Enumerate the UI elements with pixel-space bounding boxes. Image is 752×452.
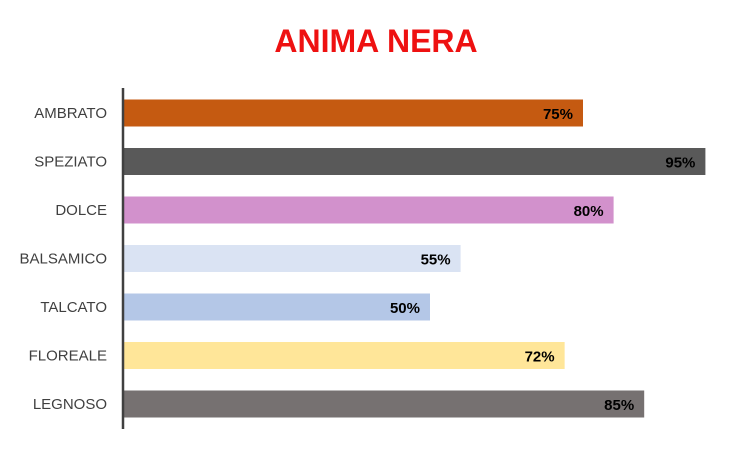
category-label: FLOREALE <box>29 348 107 365</box>
bar-dolce <box>124 196 614 224</box>
category-label: DOLCE <box>55 202 107 219</box>
data-label: 50% <box>390 300 420 317</box>
bar-legnoso <box>124 390 645 418</box>
category-label: TALCATO <box>40 299 107 316</box>
data-label: 85% <box>604 397 634 414</box>
bar-floreale <box>124 342 565 369</box>
bar-speziato <box>124 148 706 175</box>
bars-group: AMBRATO 75% SPEZIATO 95% DOLCE 80% BALSAMICO 55… <box>19 99 706 418</box>
chart-title: ANIMA NERA <box>274 23 477 59</box>
data-label: 75% <box>543 106 573 123</box>
data-label: 80% <box>574 203 604 220</box>
category-label: LEGNOSO <box>33 396 107 413</box>
category-label: AMBRATO <box>34 105 107 122</box>
data-label: 95% <box>665 155 695 172</box>
data-label: 55% <box>421 252 451 269</box>
bar-balsamico <box>124 245 461 272</box>
category-label: SPEZIATO <box>34 154 107 171</box>
category-label: BALSAMICO <box>19 251 107 268</box>
bar-ambrato <box>124 99 583 127</box>
data-label: 72% <box>525 349 555 366</box>
bar-talcato <box>124 293 430 321</box>
